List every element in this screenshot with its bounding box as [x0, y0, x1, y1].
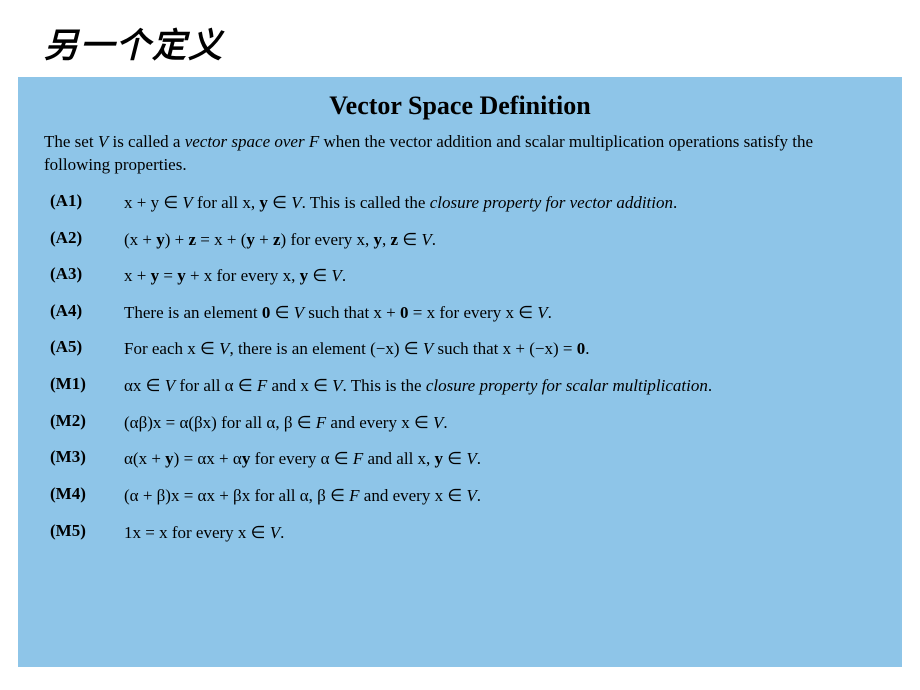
axiom-row: (M1) αx ∈ V for all α ∈ F and x ∈ V. Thi… [44, 368, 712, 405]
axiom-row: (A3) x + y = y + x for every x, y ∈ V. [44, 258, 712, 295]
axiom-row: (M3) α(x + y) = αx + αy for every α ∈ F … [44, 441, 712, 478]
intro-term: vector space over [185, 132, 305, 151]
axiom-body: (α + β)x = αx + βx for all α, β ∈ F and … [124, 478, 712, 515]
intro-F: F [305, 132, 324, 151]
axiom-label: (A2) [44, 222, 124, 259]
axiom-body: 1x = x for every x ∈ V. [124, 515, 712, 552]
axiom-body: x + y = y + x for every x, y ∈ V. [124, 258, 712, 295]
axiom-row: (M4) (α + β)x = αx + βx for all α, β ∈ F… [44, 478, 712, 515]
axiom-row: (A1) x + y ∈ V for all x, y ∈ V. This is… [44, 185, 712, 222]
axiom-row: (A4) There is an element 0 ∈ V such that… [44, 295, 712, 332]
panel-intro: The set V is called a vector space over … [44, 131, 876, 177]
axiom-label: (A4) [44, 295, 124, 332]
definition-panel: Vector Space Definition The set V is cal… [18, 77, 902, 667]
axiom-body: x + y ∈ V for all x, y ∈ V. This is call… [124, 185, 712, 222]
axiom-label: (M4) [44, 478, 124, 515]
axiom-label: (M3) [44, 441, 124, 478]
axiom-label: (M5) [44, 515, 124, 552]
axiom-body: (x + y) + z = x + (y + z) for every x, y… [124, 222, 712, 259]
axiom-body: αx ∈ V for all α ∈ F and x ∈ V. This is … [124, 368, 712, 405]
intro-text: The set [44, 132, 98, 151]
axiom-row: (M2) (αβ)x = α(βx) for all α, β ∈ F and … [44, 405, 712, 442]
axiom-label: (A1) [44, 185, 124, 222]
axiom-body: There is an element 0 ∈ V such that x + … [124, 295, 712, 332]
axiom-row: (A5) For each x ∈ V, there is an element… [44, 331, 712, 368]
axiom-list: (A1) x + y ∈ V for all x, y ∈ V. This is… [44, 185, 712, 551]
panel-heading: Vector Space Definition [44, 91, 876, 121]
axiom-label: (M1) [44, 368, 124, 405]
axiom-body: (αβ)x = α(βx) for all α, β ∈ F and every… [124, 405, 712, 442]
axiom-row: (A2) (x + y) + z = x + (y + z) for every… [44, 222, 712, 259]
axiom-label: (A3) [44, 258, 124, 295]
intro-V: V [98, 132, 108, 151]
page-title: 另一个定义 [0, 0, 920, 77]
axiom-label: (M2) [44, 405, 124, 442]
axiom-label: (A5) [44, 331, 124, 368]
axiom-row: (M5) 1x = x for every x ∈ V. [44, 515, 712, 552]
axiom-body: For each x ∈ V, there is an element (−x)… [124, 331, 712, 368]
intro-text: is called a [108, 132, 184, 151]
axiom-body: α(x + y) = αx + αy for every α ∈ F and a… [124, 441, 712, 478]
